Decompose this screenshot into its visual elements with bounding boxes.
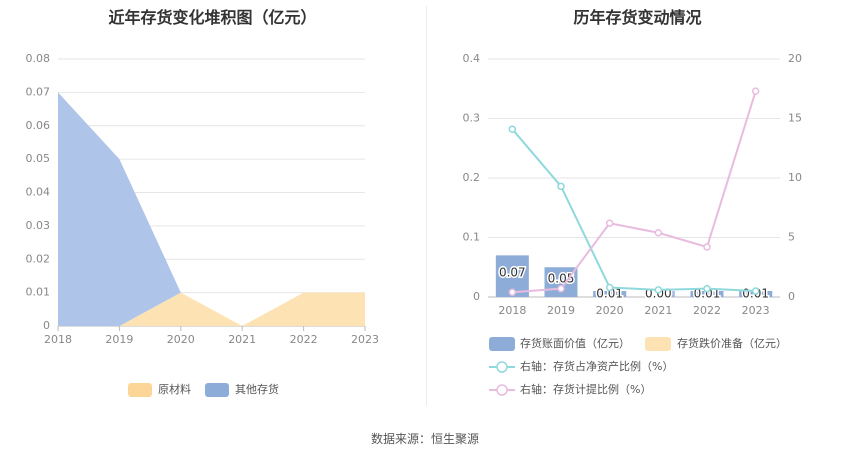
right-x-tick-label: 2020 — [596, 304, 624, 317]
point-inventory-to-net-assets[interactable] — [654, 286, 663, 294]
right-legend-label: 存货账面价值（亿元） — [520, 336, 630, 350]
left-chart-title: 近年存货变化堆积图（亿元） — [108, 8, 317, 27]
right-y-right-tick-label: 10 — [788, 171, 802, 184]
bar-inventory-sub — [571, 291, 578, 297]
left-x-tick-label: 2021 — [228, 333, 256, 346]
area-series-raw-materials — [58, 292, 365, 326]
right-x-tick-label: 2019 — [547, 304, 575, 317]
left-x-tick-label: 2023 — [351, 333, 379, 346]
left-x-tick-label: 2022 — [290, 333, 318, 346]
bar-data-label: 0.01 — [596, 287, 623, 301]
bar-inventory-sub — [668, 291, 675, 297]
left-y-tick-label: 0.08 — [26, 52, 51, 65]
right-y-left-tick-label: 0.3 — [463, 112, 481, 125]
left-legend-label: 其他存货 — [235, 382, 279, 396]
right-chart-title: 历年存货变动情况 — [573, 8, 702, 27]
right-x-tick-label: 2022 — [693, 304, 721, 317]
right-y-right-tick-label: 0 — [788, 290, 795, 303]
right-legend-marker — [496, 384, 508, 396]
left-y-tick-label: 0.07 — [26, 85, 51, 98]
bar-inventory-sub — [620, 291, 627, 297]
panel-divider — [426, 6, 427, 406]
right-y-right-tick-label: 20 — [788, 52, 802, 65]
right-y-left-tick-label: 0.2 — [463, 171, 481, 184]
point-provision-ratio[interactable] — [751, 87, 760, 95]
right-legend-swatch-bar — [489, 337, 515, 351]
left-legend-swatch — [205, 383, 229, 397]
right-y-right-tick-label: 5 — [788, 231, 795, 244]
point-provision-ratio[interactable] — [508, 288, 517, 296]
right-legend-marker — [496, 361, 508, 373]
right-y-left-tick-label: 0.1 — [463, 231, 481, 244]
left-x-tick-label: 2020 — [167, 333, 195, 346]
right-y-left-tick-label: 0 — [473, 290, 480, 303]
bar-inventory-value[interactable] — [690, 291, 724, 297]
point-provision-ratio[interactable] — [557, 284, 565, 293]
right-x-tick-label: 2023 — [742, 304, 770, 317]
point-provision-ratio[interactable] — [605, 219, 614, 227]
right-legend-label: 右轴：存货占净资产比例（%） — [520, 359, 673, 373]
left-x-tick-label: 2018 — [44, 333, 72, 346]
left-y-tick-label: 0.04 — [26, 186, 51, 199]
right-legend-label: 存货跌价准备（亿元） — [677, 336, 787, 350]
left-legend-label: 原材料 — [158, 382, 191, 396]
point-inventory-to-net-assets[interactable] — [508, 125, 517, 133]
point-provision-ratio[interactable] — [654, 228, 663, 237]
bar-inventory-sub — [766, 291, 773, 297]
left-y-tick-label: 0 — [43, 319, 50, 332]
left-y-tick-label: 0.03 — [26, 219, 51, 232]
bar-data-label: 0.07 — [499, 266, 526, 280]
point-inventory-to-net-assets[interactable] — [703, 284, 711, 293]
bar-inventory-value[interactable] — [593, 291, 627, 297]
line-provision-ratio — [512, 90, 757, 294]
left-y-tick-label: 0.01 — [26, 286, 51, 299]
left-legend-swatch — [128, 383, 152, 397]
left-y-tick-label: 0.06 — [26, 119, 51, 132]
line-inventory-to-net-assets — [511, 128, 756, 293]
point-inventory-to-net-assets[interactable] — [605, 283, 614, 292]
right-x-tick-label: 2018 — [498, 304, 526, 317]
bar-inventory-sub — [717, 291, 724, 297]
left-y-tick-label: 0.05 — [26, 152, 51, 165]
point-inventory-to-net-assets[interactable] — [751, 287, 760, 295]
right-y-right-tick-label: 15 — [788, 112, 802, 125]
bar-inventory-sub — [522, 291, 529, 297]
data-source: 数据来源：恒生聚源 — [370, 432, 479, 446]
point-provision-ratio[interactable] — [703, 243, 711, 251]
right-legend-swatch-provision — [645, 337, 671, 351]
left-y-tick-label: 0.02 — [26, 252, 51, 265]
right-legend-label: 右轴：存货计提比例（%） — [520, 382, 651, 396]
area-series-other-inventory — [58, 92, 365, 326]
left-x-tick-label: 2019 — [105, 333, 133, 346]
bar-data-label: 0.05 — [548, 272, 575, 286]
point-inventory-to-net-assets[interactable] — [557, 182, 565, 191]
right-y-left-tick-label: 0.4 — [463, 52, 481, 65]
right-x-tick-label: 2021 — [644, 304, 672, 317]
